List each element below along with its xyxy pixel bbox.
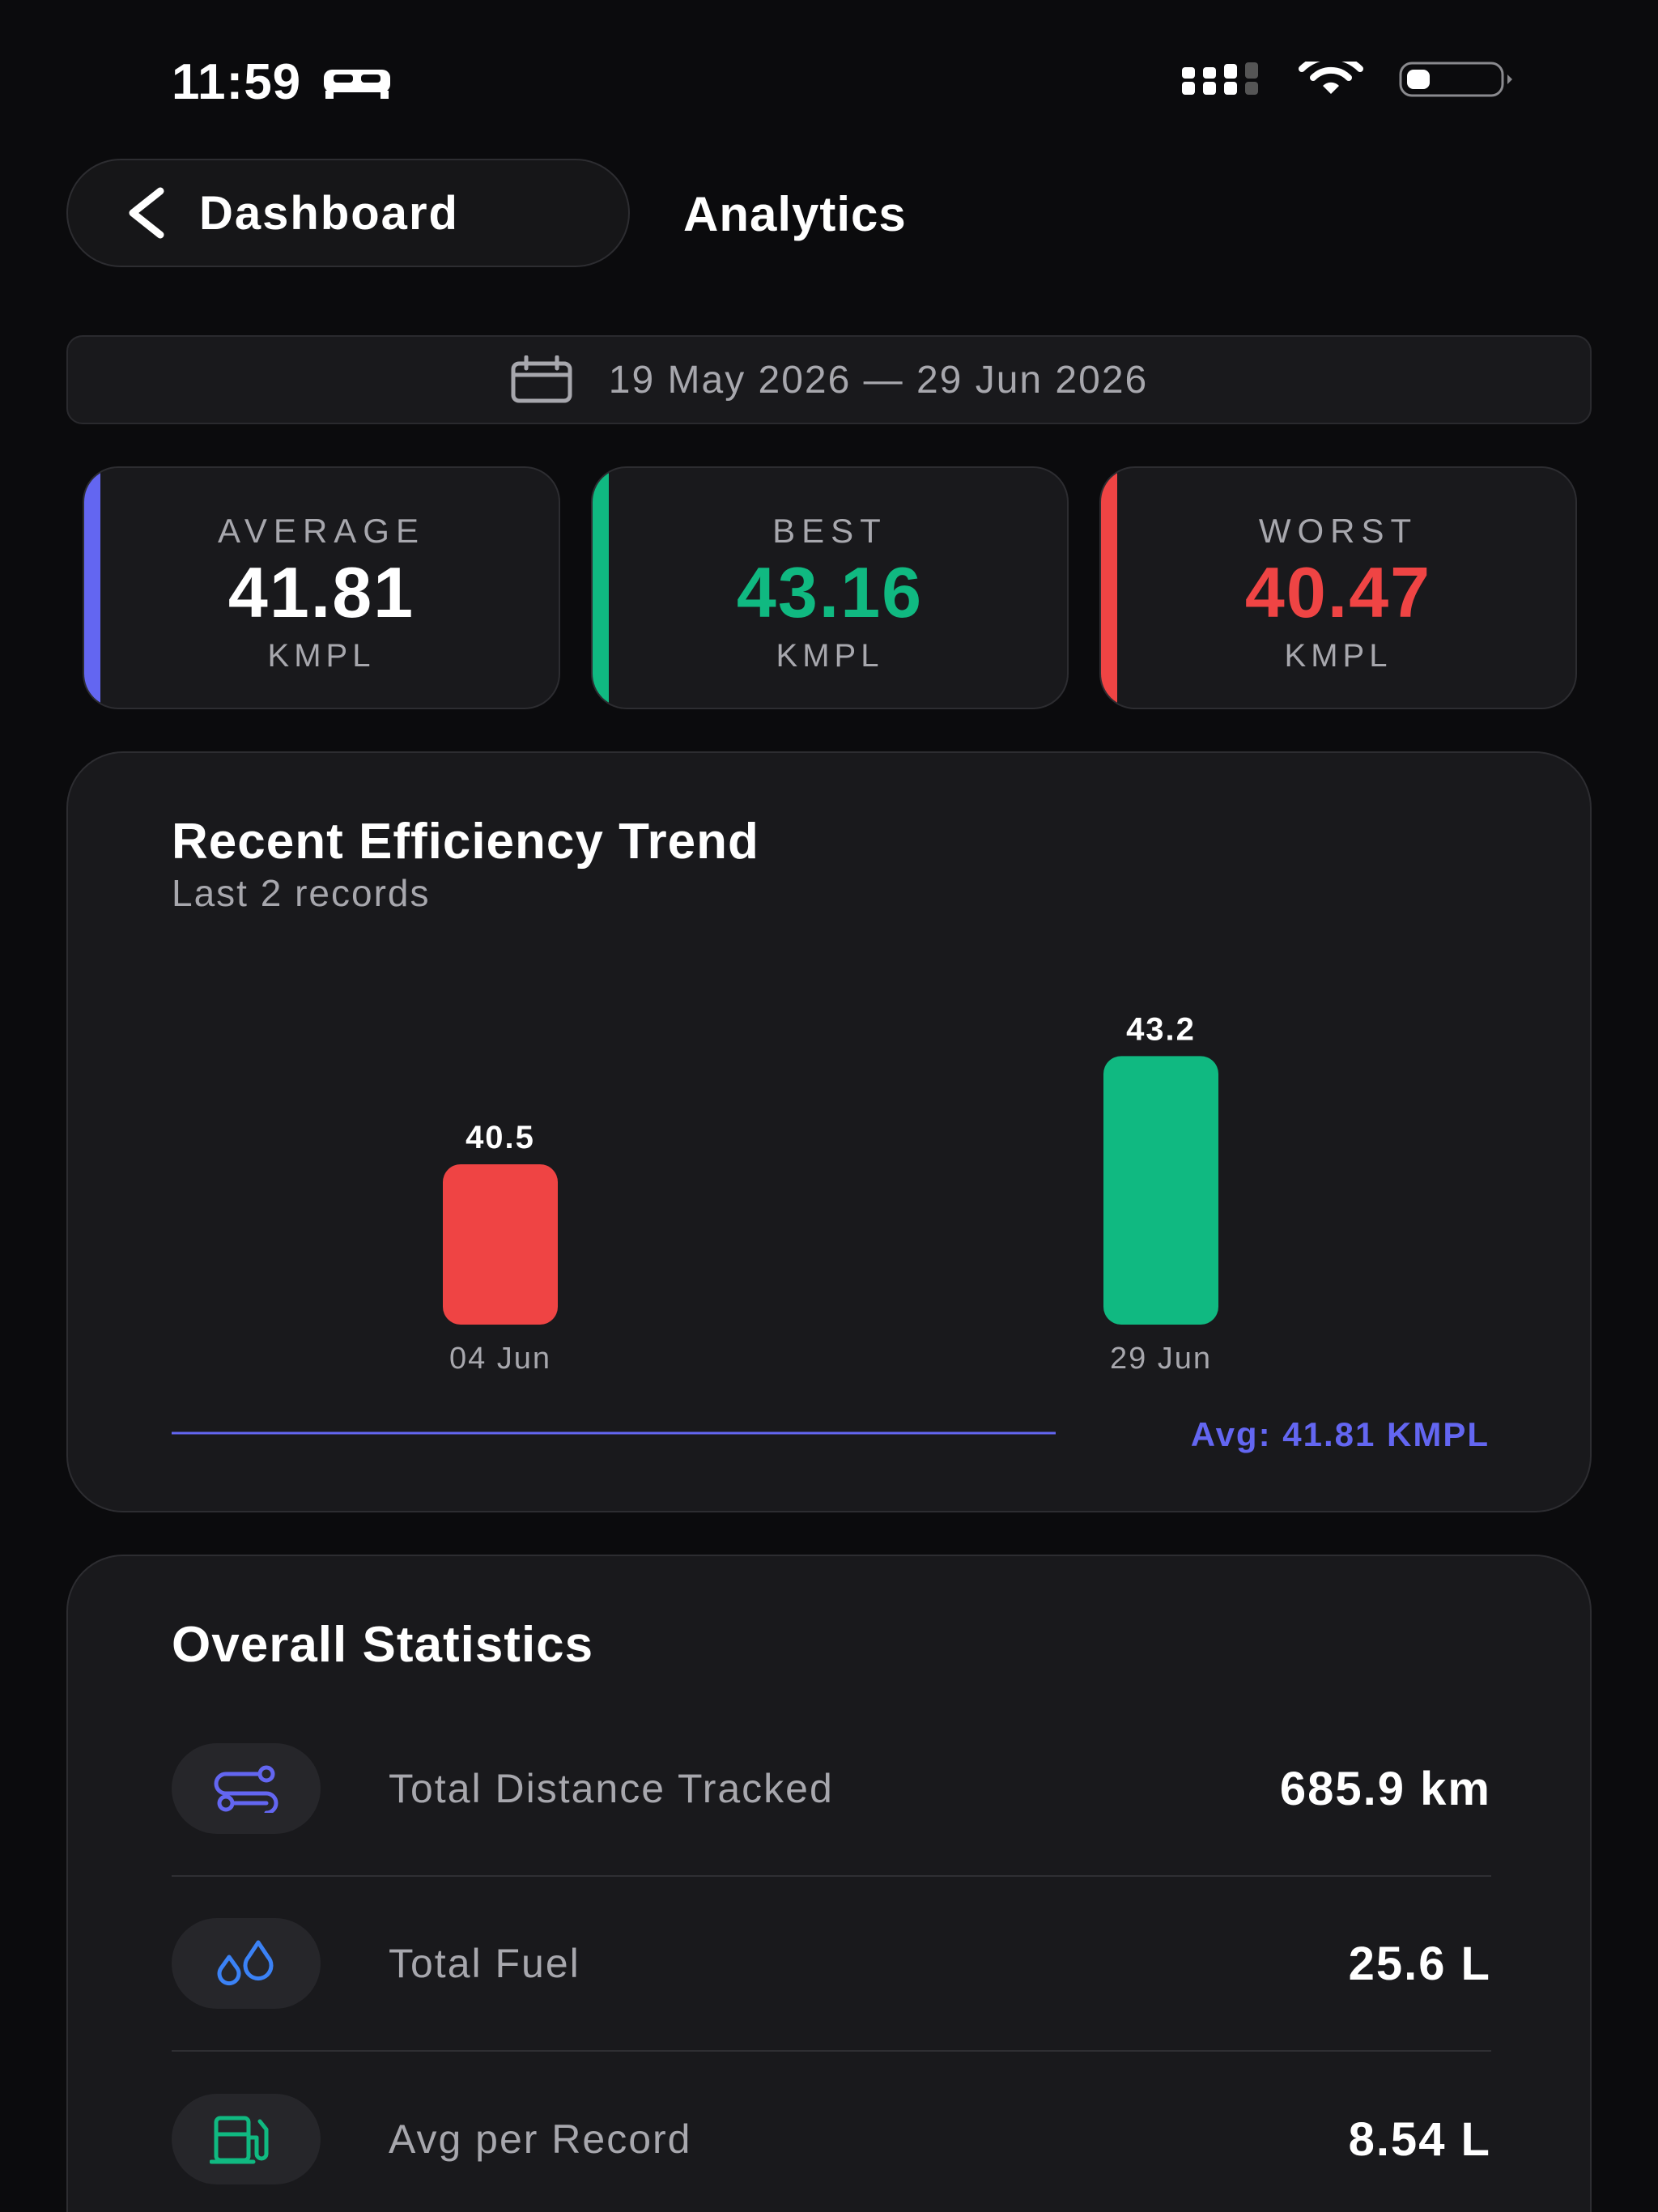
chart-bar-1: [1103, 1056, 1218, 1325]
worst-card: WORST 40.47 KMPL: [1099, 466, 1577, 709]
average-value: 41.81: [227, 552, 415, 632]
chart-average-label: Avg: 41.81 KMPL: [1191, 1415, 1490, 1453]
overall-stats-card: Overall Statistics Total Distance Tracke…: [66, 1555, 1592, 2212]
cellular-signal-icon: [1182, 62, 1258, 95]
status-time-text: 11:59: [172, 54, 302, 110]
back-button-label: Dashboard: [199, 186, 459, 240]
page-title: Analytics: [683, 187, 907, 241]
stat-row-fuel-value: 25.6 L: [1348, 1937, 1491, 1990]
stat-row-avg-record-label: Avg per Record: [389, 2116, 692, 2162]
chart-category-label-0: 04 Jun: [449, 1342, 551, 1376]
average-accent: [84, 468, 100, 708]
fuel-pump-icon: [210, 2116, 269, 2164]
fuel-drops-icon-wrap: [172, 1918, 321, 2009]
stat-row-fuel-label: Total Fuel: [389, 1941, 580, 1986]
fuel-pump-icon-wrap: [172, 2094, 321, 2184]
average-card: AVERAGE 41.81 KMPL: [83, 466, 560, 709]
stat-row-distance: Total Distance Tracked 685.9 km: [172, 1702, 1491, 1877]
worst-value: 40.47: [1244, 552, 1432, 632]
best-accent: [593, 468, 609, 708]
worst-accent: [1101, 468, 1117, 708]
chart-bar-0: [443, 1164, 558, 1325]
trend-chart: 40.5 04 Jun 43.2 29 Jun Avg: 41.81 KMPL: [172, 1011, 1490, 1453]
chart-value-label-1: 43.2: [1126, 1011, 1196, 1047]
best-label: BEST: [772, 512, 887, 550]
stat-row-distance-label: Total Distance Tracked: [389, 1766, 834, 1811]
date-range-text: 19 May 2026 — 29 Jun 2026: [608, 358, 1149, 402]
overall-stats-title: Overall Statistics: [172, 1617, 594, 1673]
stat-row-distance-value: 685.9 km: [1279, 1762, 1491, 1815]
wifi-icon: [1299, 62, 1363, 94]
chevron-left-icon: [129, 187, 164, 239]
average-unit: KMPL: [267, 638, 376, 674]
stat-row-avg-record-value: 8.54 L: [1348, 2112, 1491, 2166]
stat-row-avg-record: Avg per Record 8.54 L: [172, 2052, 1491, 2212]
sleep-mode-icon: [324, 69, 391, 99]
status-time: 11:59: [172, 53, 392, 111]
battery-icon: [1399, 62, 1512, 97]
chart-value-label-0: 40.5: [466, 1120, 535, 1155]
route-icon: [214, 1765, 278, 1813]
fuel-drops-icon: [217, 1940, 274, 1986]
best-value: 43.16: [736, 552, 924, 632]
best-card: BEST 43.16 KMPL: [591, 466, 1069, 709]
route-icon-wrap: [172, 1743, 321, 1834]
trend-subtitle: Last 2 records: [172, 872, 431, 914]
stat-row-fuel: Total Fuel 25.6 L: [172, 1877, 1491, 2052]
worst-label: WORST: [1258, 512, 1418, 550]
date-range-selector[interactable]: 19 May 2026 — 29 Jun 2026: [66, 335, 1592, 424]
best-unit: KMPL: [776, 638, 884, 674]
average-label: AVERAGE: [218, 512, 425, 550]
calendar-icon: [511, 355, 572, 403]
trend-title: Recent Efficiency Trend: [172, 814, 759, 870]
trend-card: Recent Efficiency Trend Last 2 records 4…: [66, 751, 1592, 1512]
back-button[interactable]: Dashboard: [66, 159, 630, 267]
status-indicators: [1182, 62, 1514, 97]
chart-category-label-1: 29 Jun: [1110, 1342, 1212, 1376]
worst-unit: KMPL: [1284, 638, 1392, 674]
